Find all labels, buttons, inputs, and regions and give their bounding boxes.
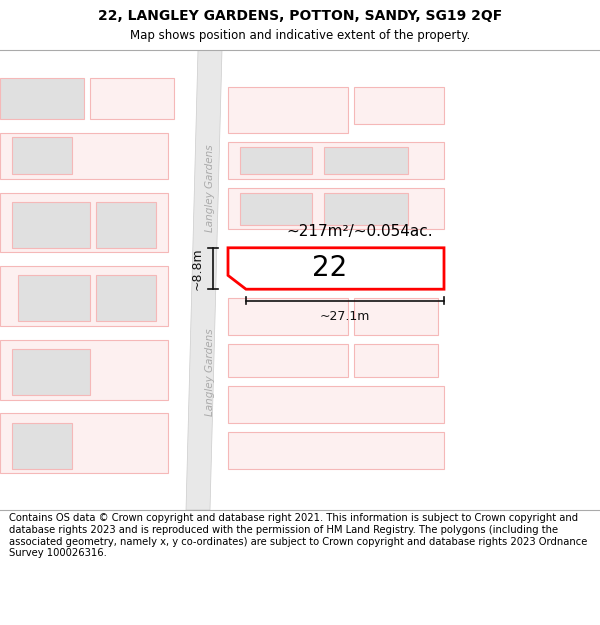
Bar — [0, 266, 168, 326]
Bar — [18, 276, 90, 321]
Bar — [12, 202, 90, 248]
Bar — [0, 340, 168, 399]
Bar — [324, 192, 408, 225]
Text: Map shows position and indicative extent of the property.: Map shows position and indicative extent… — [130, 29, 470, 42]
Bar — [240, 147, 312, 174]
Bar — [12, 138, 72, 174]
Bar — [0, 413, 168, 473]
Bar — [0, 78, 84, 119]
Bar — [354, 298, 438, 335]
Text: ~8.8m: ~8.8m — [191, 247, 204, 290]
Text: Contains OS data © Crown copyright and database right 2021. This information is : Contains OS data © Crown copyright and d… — [9, 514, 587, 558]
Bar — [228, 344, 348, 377]
Bar — [12, 422, 72, 469]
Bar — [228, 432, 444, 469]
Bar — [228, 188, 444, 229]
Bar — [228, 298, 348, 335]
Bar — [228, 87, 348, 132]
Bar — [0, 192, 168, 253]
Bar — [324, 147, 408, 174]
Bar — [252, 250, 360, 282]
Bar — [228, 386, 444, 423]
Polygon shape — [228, 248, 444, 289]
Bar — [0, 132, 168, 179]
Bar — [228, 142, 444, 179]
Text: Langley Gardens: Langley Gardens — [205, 144, 215, 232]
Text: Langley Gardens: Langley Gardens — [205, 328, 215, 416]
Bar — [90, 78, 174, 119]
Polygon shape — [186, 50, 222, 510]
Text: ~27.1m: ~27.1m — [320, 310, 370, 323]
Bar — [240, 192, 312, 225]
Bar — [96, 276, 156, 321]
Text: 22, LANGLEY GARDENS, POTTON, SANDY, SG19 2QF: 22, LANGLEY GARDENS, POTTON, SANDY, SG19… — [98, 9, 502, 23]
Bar — [96, 202, 156, 248]
Bar — [354, 344, 438, 377]
Text: ~217m²/~0.054ac.: ~217m²/~0.054ac. — [287, 224, 433, 239]
Bar — [12, 349, 90, 395]
Text: 22: 22 — [313, 254, 347, 282]
Bar — [354, 87, 444, 124]
